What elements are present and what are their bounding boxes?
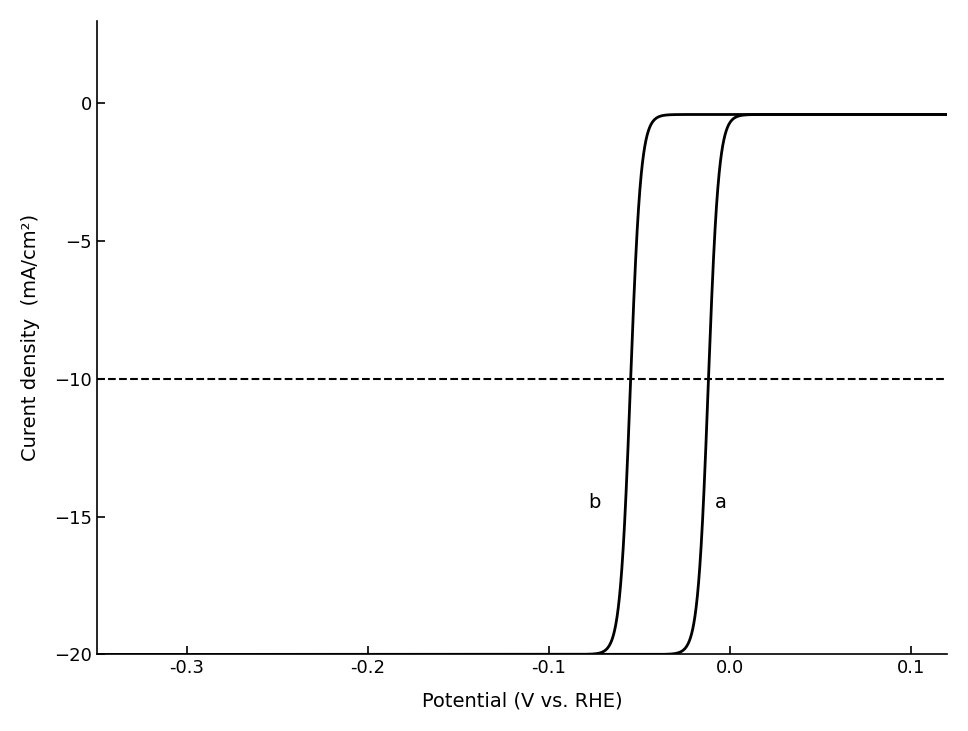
Text: b: b <box>589 493 600 512</box>
X-axis label: Potential (V vs. RHE): Potential (V vs. RHE) <box>421 692 622 711</box>
Y-axis label: Curent density  (mA/cm²): Curent density (mA/cm²) <box>21 214 40 461</box>
Text: a: a <box>715 493 727 512</box>
